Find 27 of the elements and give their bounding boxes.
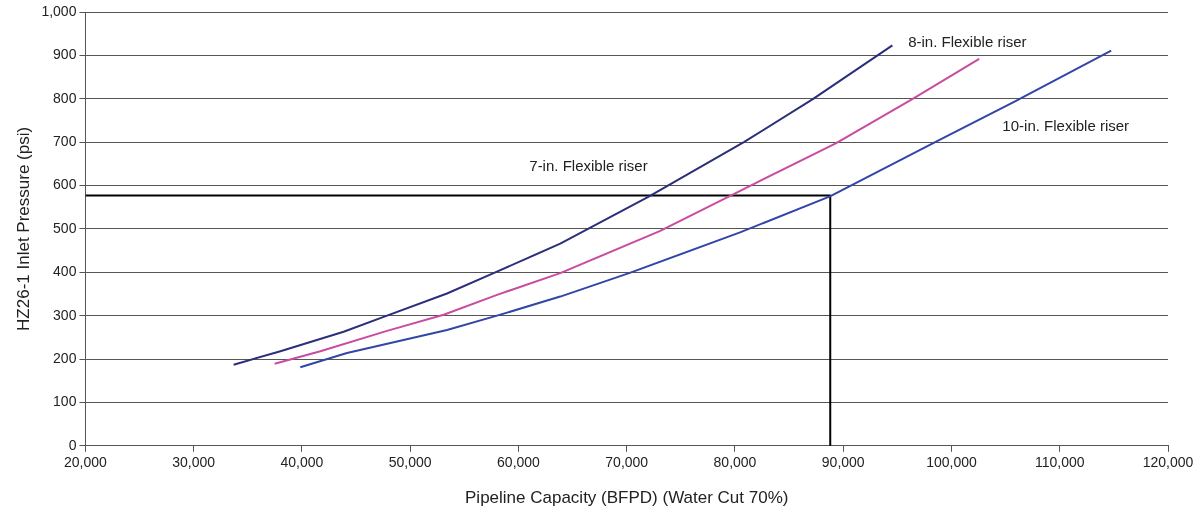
y-tick-label: 0 (68, 436, 77, 453)
y-tick-label: 200 (53, 349, 77, 366)
x-tick-label: 40,000 (280, 454, 324, 471)
annotation: 10-in. Flexible riser (1002, 116, 1130, 134)
x-tick-label: 50,000 (388, 454, 432, 471)
y-tick-label: 600 (53, 176, 77, 193)
annotation: 8-in. Flexible riser (908, 32, 1027, 50)
annotation: 7-in. Flexible riser (529, 157, 648, 175)
y-tick-label: 300 (53, 306, 77, 323)
x-tick-label: 120,000 (1142, 454, 1194, 471)
y-tick-label: 900 (53, 46, 77, 63)
y-tick-label: 500 (53, 219, 77, 236)
x-tick-label: 90,000 (821, 454, 865, 471)
x-axis-title: Pipeline Capacity (BFPD) (Water Cut 70%) (465, 488, 789, 508)
x-tick-label: 20,000 (64, 454, 108, 471)
y-tick-label: 800 (53, 89, 77, 106)
y-tick-label: 700 (53, 133, 77, 149)
y-tick-label: 100 (53, 393, 77, 410)
y-tick-label: 400 (53, 263, 77, 280)
x-tick-label: 70,000 (605, 454, 649, 471)
x-tick-label: 110,000 (1034, 454, 1085, 471)
y-tick-label: 1,000 (41, 2, 77, 19)
x-tick-label: 30,000 (172, 454, 216, 471)
x-tick-label: 100,000 (926, 454, 977, 471)
x-tick-label: 60,000 (497, 454, 541, 471)
y-axis-title: HZ26-1 Inlet Pressure (psi) (13, 126, 33, 331)
x-tick-label: 80,000 (713, 454, 757, 471)
